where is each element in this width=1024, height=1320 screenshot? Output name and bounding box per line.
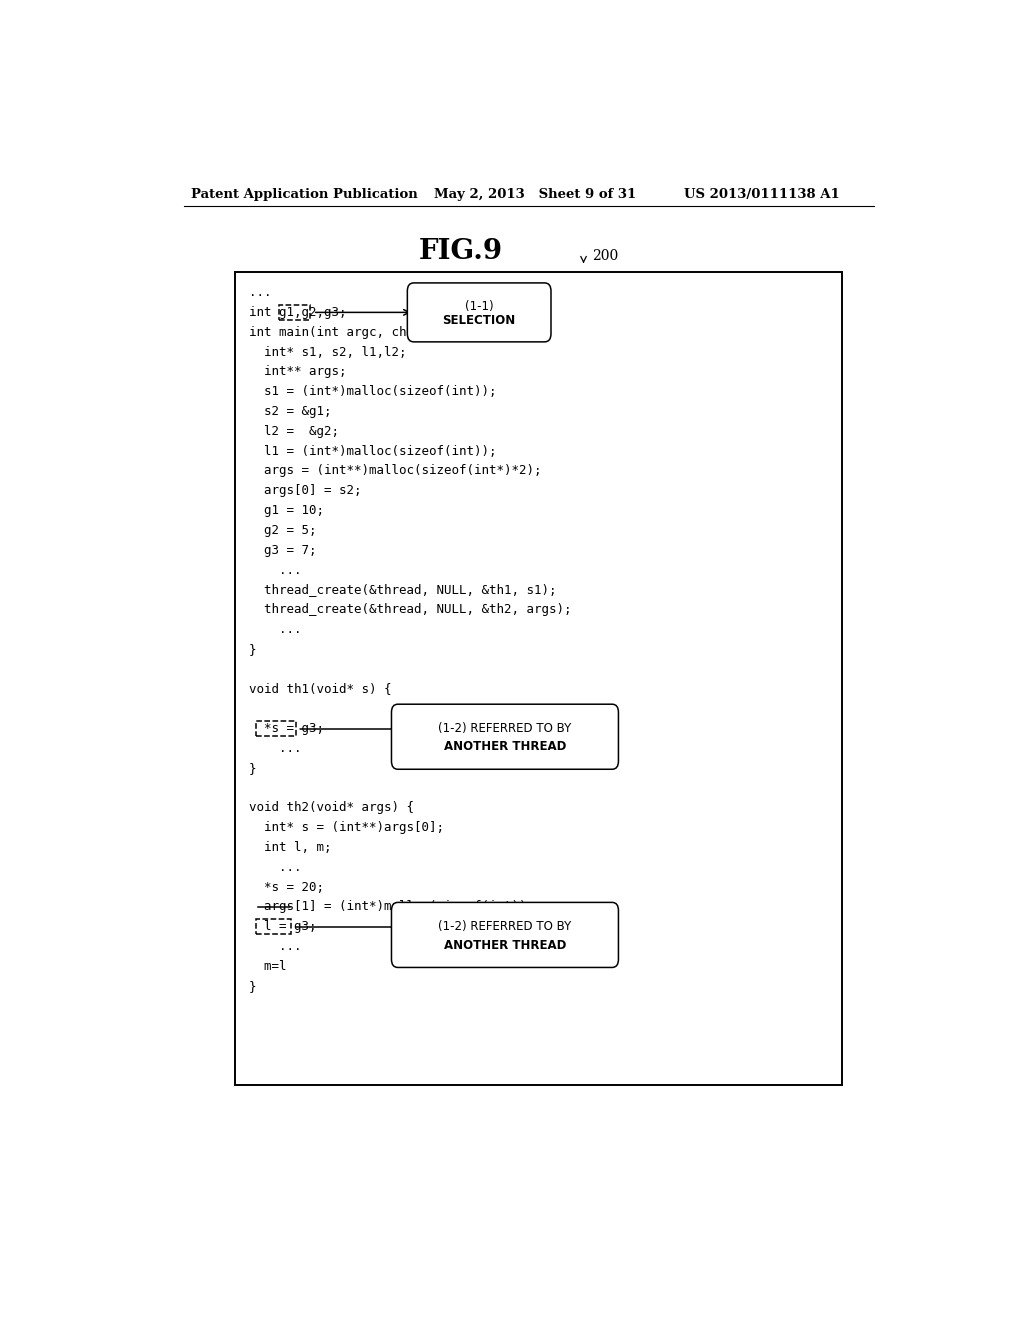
FancyBboxPatch shape (391, 704, 618, 770)
FancyBboxPatch shape (236, 272, 842, 1085)
Text: (1-2) REFERRED TO BY: (1-2) REFERRED TO BY (438, 722, 571, 735)
Text: thread_create(&thread, NULL, &th2, args);: thread_create(&thread, NULL, &th2, args)… (249, 603, 571, 616)
Text: int* s = (int**)args[0];: int* s = (int**)args[0]; (249, 821, 443, 834)
Text: }: } (249, 979, 256, 993)
Text: args = (int**)malloc(sizeof(int*)*2);: args = (int**)malloc(sizeof(int*)*2); (249, 465, 541, 478)
Text: ANOTHER THREAD: ANOTHER THREAD (443, 741, 566, 754)
Text: g2 = 5;: g2 = 5; (249, 524, 316, 537)
Text: (1-1): (1-1) (465, 300, 494, 313)
Text: 200: 200 (592, 249, 618, 263)
Text: (1-2) REFERRED TO BY: (1-2) REFERRED TO BY (438, 920, 571, 933)
Text: l = g3;: l = g3; (249, 920, 316, 933)
Text: args[1] = (int*)malloc(sizeof(int));: args[1] = (int*)malloc(sizeof(int)); (249, 900, 534, 913)
Text: ...: ... (249, 742, 301, 755)
FancyBboxPatch shape (408, 282, 551, 342)
Text: s2 = &g1;: s2 = &g1; (249, 405, 331, 418)
Text: May 2, 2013   Sheet 9 of 31: May 2, 2013 Sheet 9 of 31 (433, 189, 636, 202)
Text: *s = g3;: *s = g3; (249, 722, 324, 735)
Text: }: } (249, 762, 256, 775)
Text: int* s1, s2, l1,l2;: int* s1, s2, l1,l2; (249, 346, 407, 359)
Text: void th1(void* s) {: void th1(void* s) { (249, 682, 391, 696)
Text: g1 = 10;: g1 = 10; (249, 504, 324, 517)
Text: ...: ... (249, 286, 271, 300)
Text: m=l: m=l (249, 960, 286, 973)
Text: l2 =  &g2;: l2 = &g2; (249, 425, 339, 438)
Text: ANOTHER THREAD: ANOTHER THREAD (443, 939, 566, 952)
Text: ...: ... (249, 861, 301, 874)
Text: int main(int argc, char *argv[]) {: int main(int argc, char *argv[]) { (249, 326, 504, 339)
Text: l1 = (int*)malloc(sizeof(int));: l1 = (int*)malloc(sizeof(int)); (249, 445, 496, 458)
Text: ...: ... (249, 564, 301, 577)
Text: g3 = 7;: g3 = 7; (249, 544, 316, 557)
Text: int g1,g2,g3;: int g1,g2,g3; (249, 306, 346, 319)
Text: US 2013/0111138 A1: US 2013/0111138 A1 (684, 189, 840, 202)
Text: int l, m;: int l, m; (249, 841, 331, 854)
Text: }: } (249, 643, 256, 656)
Text: *s = 20;: *s = 20; (249, 880, 324, 894)
Text: SELECTION: SELECTION (442, 314, 516, 327)
Text: ...: ... (249, 623, 301, 636)
Text: FIG.9: FIG.9 (419, 239, 504, 265)
Text: void th2(void* args) {: void th2(void* args) { (249, 801, 414, 814)
Text: args[0] = s2;: args[0] = s2; (249, 484, 361, 498)
Text: thread_create(&thread, NULL, &th1, s1);: thread_create(&thread, NULL, &th1, s1); (249, 583, 556, 597)
Text: ...: ... (249, 940, 301, 953)
Text: s1 = (int*)malloc(sizeof(int));: s1 = (int*)malloc(sizeof(int)); (249, 385, 496, 399)
Text: int** args;: int** args; (249, 366, 346, 379)
Text: Patent Application Publication: Patent Application Publication (191, 189, 418, 202)
FancyBboxPatch shape (391, 903, 618, 968)
